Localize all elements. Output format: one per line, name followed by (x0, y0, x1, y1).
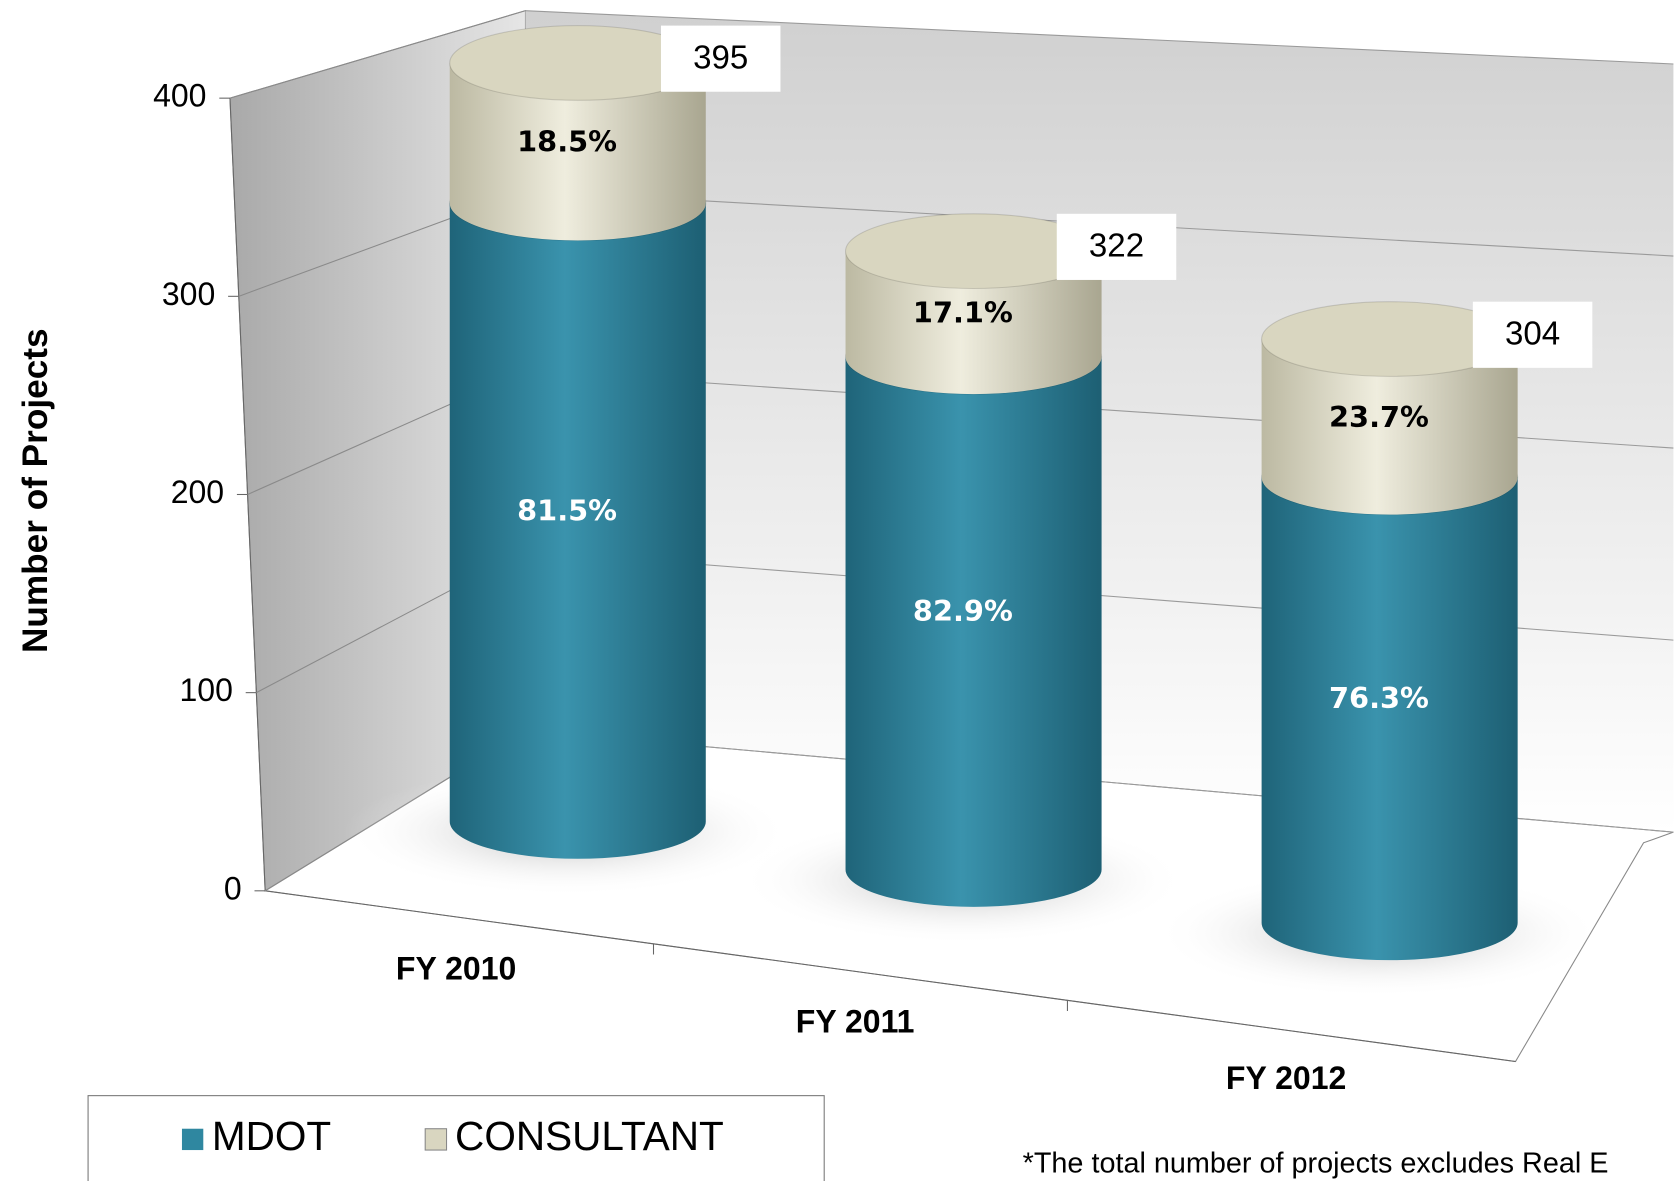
total-label: 395 (693, 39, 748, 76)
legend-swatch (424, 1128, 448, 1151)
grid-line (229, 10, 526, 99)
x-tick-label: FY 2010 (396, 950, 516, 986)
cylinder-body (845, 356, 1102, 907)
x-tick-label: FY 2012 (1226, 1060, 1346, 1096)
cylinder-body (449, 62, 706, 241)
legend-label: CONSULTANT (455, 1113, 724, 1159)
footnote: *The total number of projects excludes R… (1023, 1148, 1609, 1180)
y-tick-label: 300 (162, 276, 215, 312)
legend (87, 1095, 825, 1181)
total-label: 304 (1505, 316, 1560, 353)
legend-swatch (181, 1128, 204, 1151)
bar-segment (845, 213, 1103, 395)
bar-segment (1261, 301, 1519, 515)
total-label: 322 (1089, 228, 1144, 265)
cylinder-body (449, 203, 706, 859)
share-label: 17.1% (913, 296, 1013, 330)
grid-line (525, 10, 1674, 65)
total-box (1056, 213, 1177, 280)
bar-segment (449, 25, 707, 241)
total-box (1472, 301, 1593, 368)
cylinder-body (1261, 339, 1518, 515)
share-label: 76.3% (1329, 681, 1429, 715)
share-label: 18.5% (517, 125, 617, 159)
share-label: 82.9% (913, 594, 1013, 628)
y-axis-title: Number of Projects (16, 328, 55, 653)
cylinder-body (1261, 477, 1518, 961)
x-axis (265, 890, 1516, 1063)
share-label: 81.5% (517, 493, 617, 527)
legend-label: MDOT (212, 1113, 331, 1159)
share-label: 23.7% (1329, 400, 1429, 434)
y-tick-label: 100 (180, 672, 233, 708)
x-tick-label: FY 2011 (796, 1004, 915, 1040)
y-tick-label: 0 (224, 870, 242, 906)
total-box (660, 25, 781, 92)
y-tick-label: 200 (171, 474, 224, 510)
y-tick-label: 400 (153, 78, 206, 114)
cylinder-body (845, 251, 1102, 395)
